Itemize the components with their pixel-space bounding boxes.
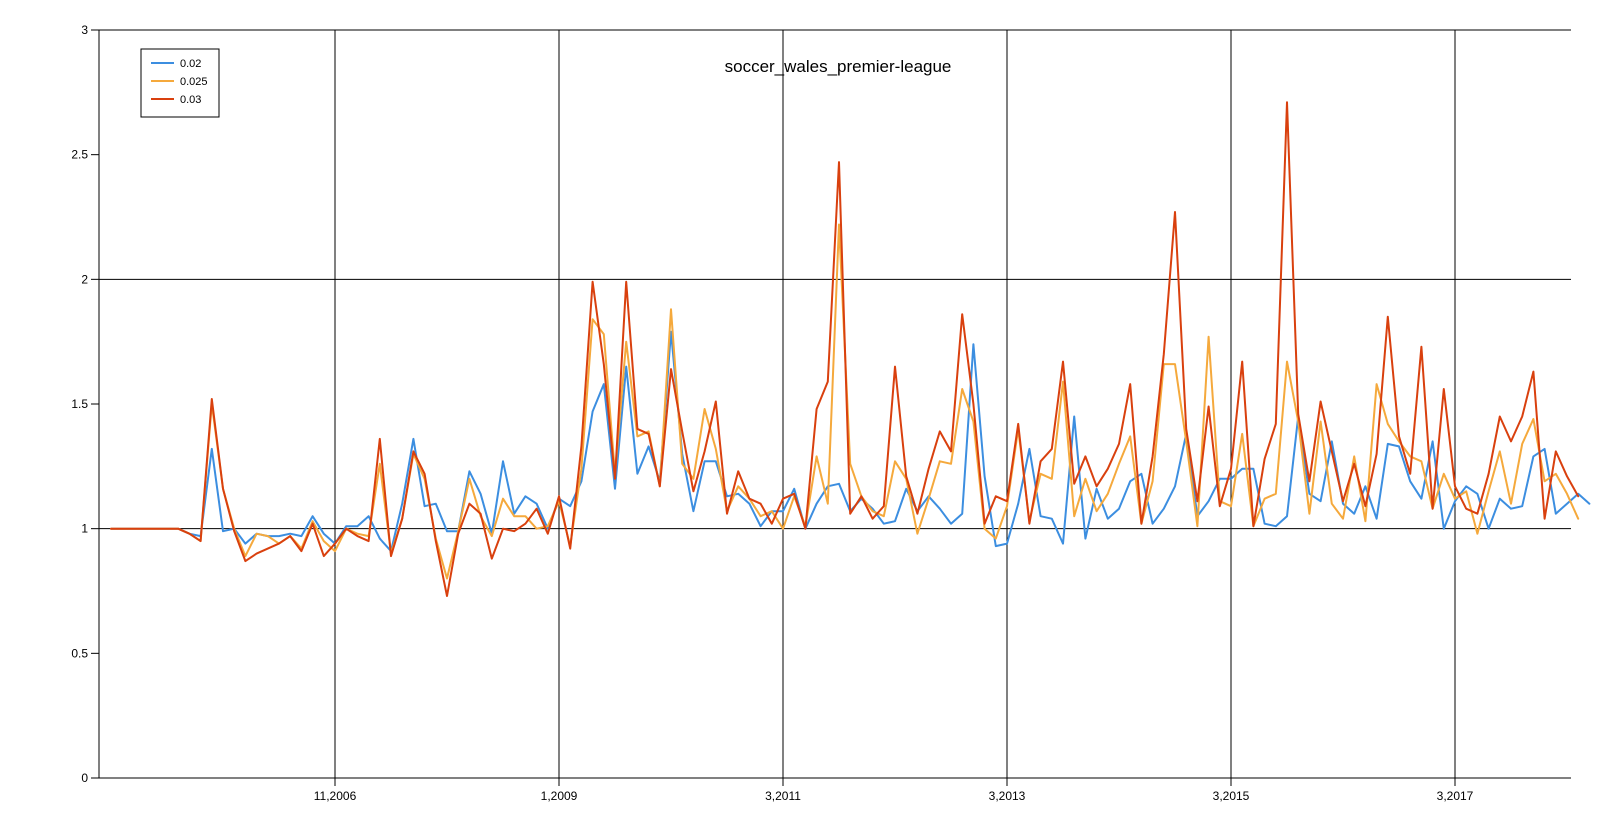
y-tick-label: 2: [81, 272, 88, 286]
axes: 0 0.5 1 1.5 2 2.5 3 11,2006 1,2009 3,2011 3,2013 3,…: [71, 23, 1571, 803]
x-tick-label: 3,2011: [765, 789, 801, 803]
gridlines: [99, 29, 1571, 778]
series-line-0-03: [110, 101, 1580, 597]
x-tick-label: 3,2017: [1437, 789, 1474, 803]
legend-box: [140, 48, 220, 118]
x-tick-label: 3,2013: [989, 789, 1026, 803]
x-tick-label: 1,2009: [541, 789, 578, 803]
y-tick-label: 1: [81, 522, 88, 536]
x-tick-label: 3,2015: [1213, 789, 1250, 803]
chart-title: soccer_wales_premier-league: [725, 57, 952, 76]
y-tick-label: 0.5: [71, 646, 88, 660]
y-tick-label: 2.5: [71, 148, 88, 162]
legend: 0.02 0.025 0.03: [140, 48, 220, 118]
y-tick-label: 3: [81, 23, 88, 37]
series-lines: [110, 101, 1591, 597]
y-tick-label: 0: [81, 771, 88, 785]
legend-label: 0.025: [180, 76, 208, 88]
legend-label: 0.02: [180, 58, 201, 70]
y-tick-label: 1.5: [71, 397, 88, 411]
x-tick-label: 11,2006: [314, 789, 357, 803]
legend-label: 0.03: [180, 94, 201, 106]
